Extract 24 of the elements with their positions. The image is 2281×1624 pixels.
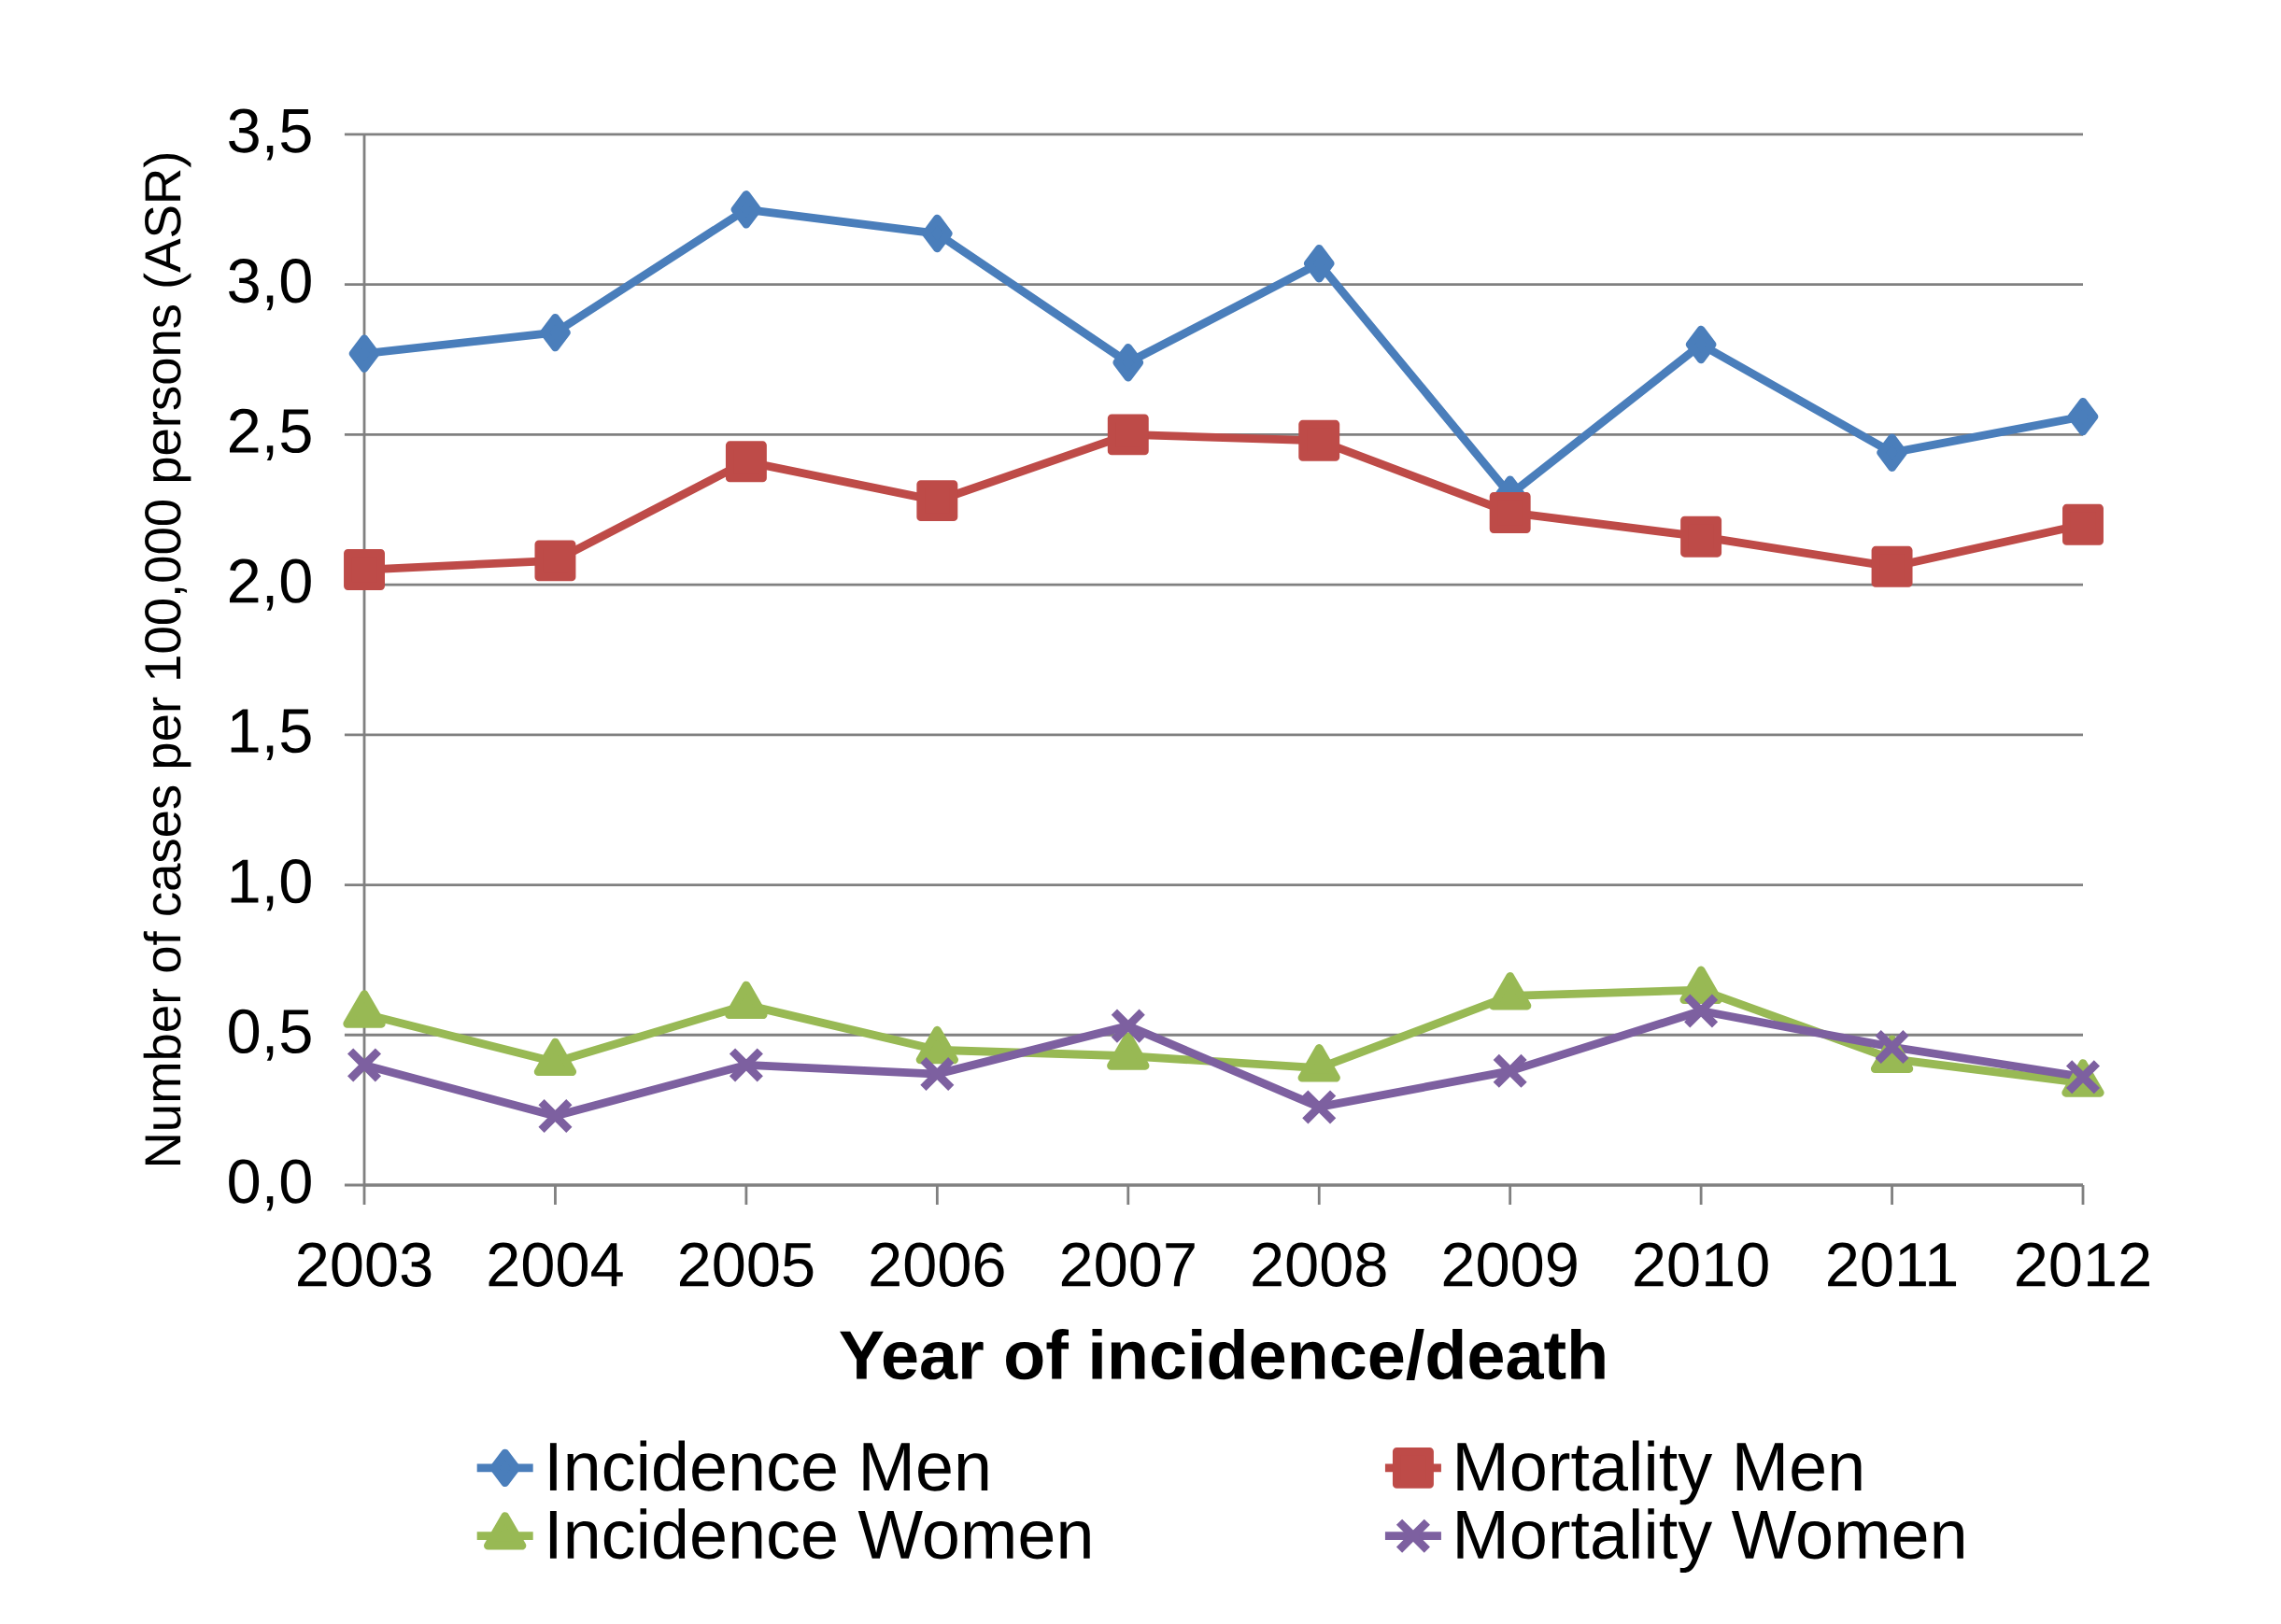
y-tick-label: 3,0 [229,259,311,311]
x-axis-title: Year of incidence/death [840,1329,1605,1381]
x-tick-label: 2009 [1443,1242,1577,1287]
x-tick-label: 2012 [2017,1242,2149,1287]
y-tick-label: 2,5 [229,408,311,460]
legend-label: Incidence Men [549,1440,988,1491]
x-tick-label: 2007 [1061,1242,1195,1287]
x-tick-label: 2006 [871,1242,1004,1287]
y-axis-title: Number of cases per 100,000 persons (ASR) [143,154,191,1165]
legend-label: Incidence Women [549,1508,1090,1560]
x-tick-label: 2005 [679,1242,814,1287]
x-tick-label: 2010 [1635,1242,1768,1287]
y-tick-label: 1,0 [231,858,311,911]
y-tick-label: 1,5 [231,709,311,761]
x-tick-label: 2011 [1828,1242,1957,1287]
y-tick-label: 0,5 [229,1009,311,1061]
legend-label: Mortality Men [1457,1440,1862,1505]
y-tick-label: 2,0 [229,558,311,611]
x-tick-label: 2008 [1253,1242,1386,1287]
y-tick-label: 3,5 [229,108,311,161]
y-tick-label: 0,0 [229,1159,311,1211]
x-tick-label: 2003 [298,1242,432,1287]
legend-label: Mortality Women [1457,1508,1963,1574]
x-tick-label: 2004 [489,1242,623,1287]
